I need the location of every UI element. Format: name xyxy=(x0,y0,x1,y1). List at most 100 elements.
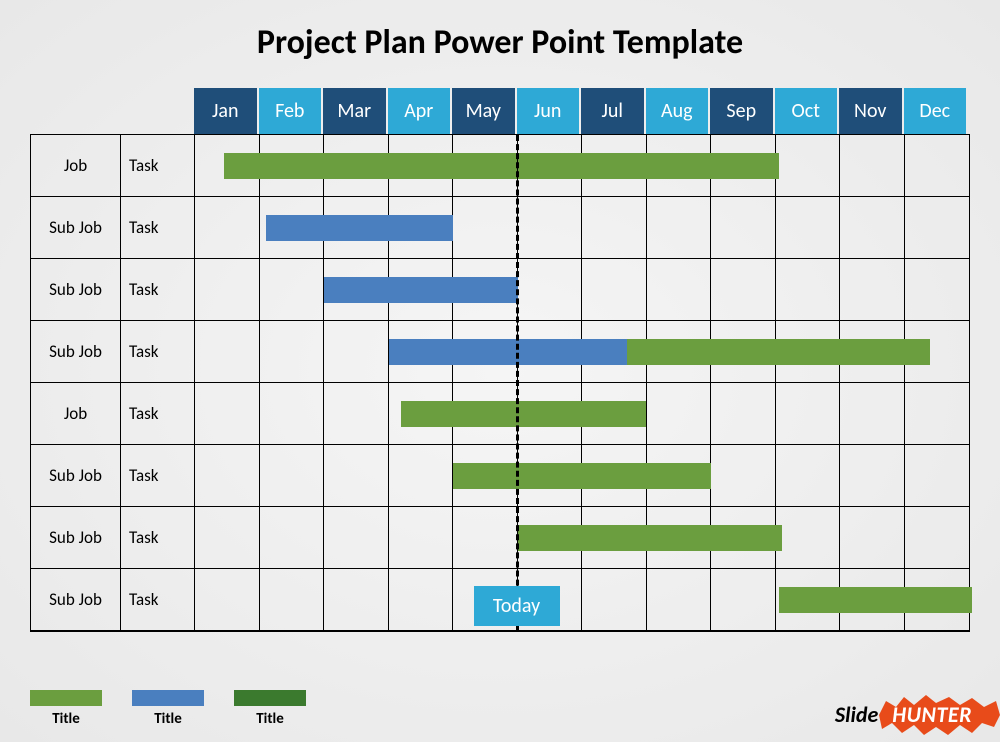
gantt-cell xyxy=(582,135,647,196)
month-header-feb: Feb xyxy=(259,88,322,134)
job-label: Sub Job xyxy=(31,321,121,382)
gantt-cell xyxy=(582,569,647,630)
month-header-aug: Aug xyxy=(646,88,709,134)
gantt-cell xyxy=(389,135,454,196)
gantt-cell xyxy=(840,321,905,382)
today-badge: Today xyxy=(474,586,560,626)
job-label: Sub Job xyxy=(31,507,121,568)
gantt-cell xyxy=(840,445,905,506)
gantt-cell xyxy=(776,507,841,568)
gantt-cell xyxy=(840,507,905,568)
month-header-nov: Nov xyxy=(839,88,902,134)
gantt-cell xyxy=(840,135,905,196)
gantt-cell xyxy=(647,569,712,630)
task-label: Task xyxy=(121,321,195,382)
gantt-cell xyxy=(324,445,389,506)
job-label: Sub Job xyxy=(31,569,121,630)
gantt-cell xyxy=(518,383,583,444)
gantt-cell xyxy=(711,507,776,568)
gantt-cell xyxy=(840,259,905,320)
gantt-cell xyxy=(776,197,841,258)
gantt-row: Sub JobTask xyxy=(31,445,969,507)
gantt-cell xyxy=(453,135,518,196)
gantt-cell xyxy=(324,197,389,258)
gantt-cell xyxy=(324,569,389,630)
gantt-cell xyxy=(389,321,454,382)
task-label: Task xyxy=(121,569,195,630)
gantt-cell xyxy=(711,445,776,506)
gantt-cell xyxy=(260,445,325,506)
month-header-jun: Jun xyxy=(517,88,580,134)
gantt-cells xyxy=(195,383,969,444)
gantt-row: Sub JobTask xyxy=(31,321,969,383)
gantt-cell xyxy=(776,569,841,630)
gantt-cell xyxy=(647,135,712,196)
gantt-cell xyxy=(711,321,776,382)
gantt-cell xyxy=(453,321,518,382)
gantt-cell xyxy=(518,321,583,382)
legend-item: Title xyxy=(234,690,306,728)
gantt-cell xyxy=(389,569,454,630)
gantt-cell xyxy=(324,321,389,382)
job-label: Sub Job xyxy=(31,259,121,320)
gantt-row: JobTask xyxy=(31,383,969,445)
gantt-cell xyxy=(195,507,260,568)
gantt-cell xyxy=(647,445,712,506)
gantt-cell xyxy=(389,445,454,506)
gantt-cell xyxy=(905,259,970,320)
gantt-cell xyxy=(840,383,905,444)
page-title: Project Plan Power Point Template xyxy=(0,0,1000,63)
logo-splat: HUNTER xyxy=(882,701,982,728)
gantt-cell xyxy=(776,383,841,444)
gantt-cell xyxy=(453,507,518,568)
job-label: Job xyxy=(31,383,121,444)
gantt-cell xyxy=(776,259,841,320)
gantt-cell xyxy=(647,321,712,382)
gantt-chart: JanFebMarAprMayJunJulAugSepOctNovDec Job… xyxy=(30,88,970,632)
gantt-cell xyxy=(518,507,583,568)
gantt-row: JobTask xyxy=(31,135,969,197)
gantt-cell xyxy=(840,569,905,630)
gantt-cell xyxy=(195,135,260,196)
gantt-cell xyxy=(260,507,325,568)
gantt-cells xyxy=(195,569,969,630)
logo-text-slide: Slide xyxy=(835,701,878,728)
month-header-mar: Mar xyxy=(323,88,386,134)
gantt-cell xyxy=(776,445,841,506)
gantt-cell xyxy=(324,383,389,444)
gantt-cell xyxy=(905,569,970,630)
gantt-row: Sub JobTask xyxy=(31,259,969,321)
gantt-cell xyxy=(647,197,712,258)
gantt-cell xyxy=(582,259,647,320)
gantt-row: Sub JobTask xyxy=(31,197,969,259)
gantt-cell xyxy=(260,569,325,630)
gantt-cell xyxy=(518,135,583,196)
slidehunter-logo: Slide HUNTER xyxy=(835,701,982,728)
gantt-cell xyxy=(711,259,776,320)
gantt-cell xyxy=(582,197,647,258)
gantt-cell xyxy=(260,135,325,196)
gantt-cell xyxy=(647,259,712,320)
gantt-cell xyxy=(905,383,970,444)
gantt-cell xyxy=(582,445,647,506)
gantt-cell xyxy=(518,445,583,506)
gantt-cell xyxy=(582,321,647,382)
gantt-cell xyxy=(711,197,776,258)
month-header-may: May xyxy=(452,88,515,134)
task-label: Task xyxy=(121,445,195,506)
gantt-cell xyxy=(453,445,518,506)
gantt-cell xyxy=(776,135,841,196)
job-label: Job xyxy=(31,135,121,196)
gantt-cell xyxy=(389,383,454,444)
month-header-row: JanFebMarAprMayJunJulAugSepOctNovDec xyxy=(194,88,970,134)
gantt-cell xyxy=(260,197,325,258)
gantt-cell xyxy=(518,259,583,320)
gantt-cell xyxy=(905,321,970,382)
logo-text-hunter: HUNTER xyxy=(882,699,982,730)
legend-item: Title xyxy=(30,690,102,728)
month-header-oct: Oct xyxy=(775,88,838,134)
gantt-cell xyxy=(389,197,454,258)
legend-label: Title xyxy=(52,710,80,728)
legend: TitleTitleTitle xyxy=(30,690,306,728)
gantt-cell xyxy=(453,197,518,258)
